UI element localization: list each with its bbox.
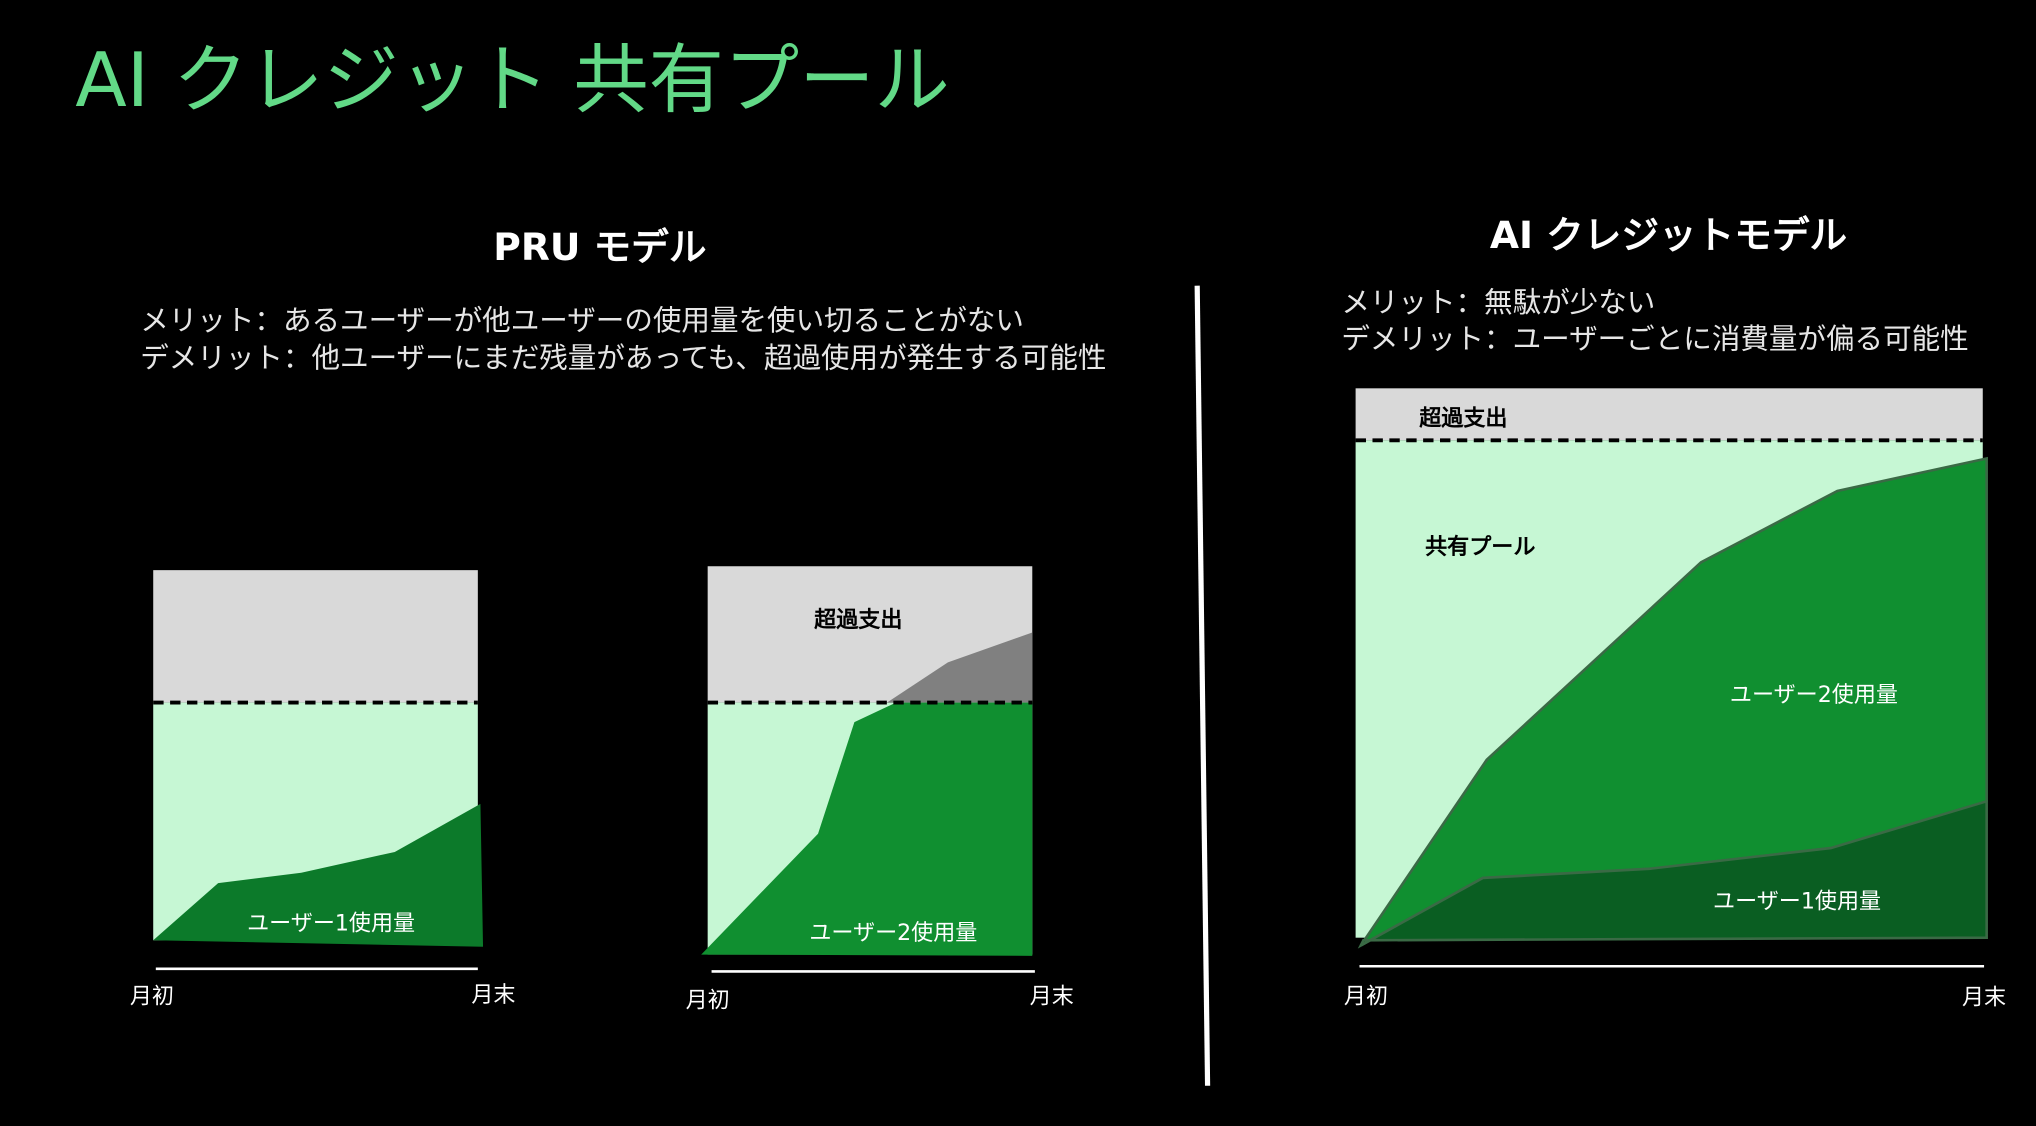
title: AI クレジット 共有プール (75, 36, 949, 124)
usage-label: ユーザー2使用量 (809, 921, 977, 946)
axis-end: 月末 (1030, 984, 1074, 1009)
axis-start: 月初 (686, 988, 730, 1013)
left-demerit: デメリット：他ユーザーにまだ残量があっても、超過使用が発生する可能性 (140, 341, 1106, 375)
left-heading: PRU モデル (493, 225, 706, 269)
usage-area (153, 803, 484, 947)
axis-end: 月末 (1962, 986, 2006, 1011)
overage-area (1355, 388, 1983, 441)
user2-label: ユーザー2使用量 (1730, 683, 1898, 708)
divider (1194, 285, 1211, 1086)
axis-start: 月初 (1344, 984, 1388, 1009)
right-demerit: デメリット：ユーザーごとに消費量が偏る可能性 (1341, 321, 1968, 355)
overage-area (153, 570, 478, 703)
right-merit: メリット：無駄が少ない (1341, 285, 1655, 319)
left-merit: メリット：あるユーザーが他ユーザーの使用量を使い切ることがない (140, 303, 1024, 337)
usage-label: ユーザー1使用量 (247, 912, 415, 937)
axis-end: 月末 (471, 983, 515, 1008)
user1-area (1357, 799, 1988, 949)
overage-label: 超過支出 (814, 607, 902, 633)
user1-label: ユーザー1使用量 (1713, 890, 1881, 915)
usage-area (701, 702, 1033, 956)
axis-start: 月初 (130, 984, 174, 1009)
overage-label: 超過支出 (1419, 405, 1507, 431)
overage-usage (886, 632, 1033, 703)
right-heading: AI クレジットモデル (1490, 213, 1847, 257)
pool-label: 共有プール (1425, 534, 1535, 560)
